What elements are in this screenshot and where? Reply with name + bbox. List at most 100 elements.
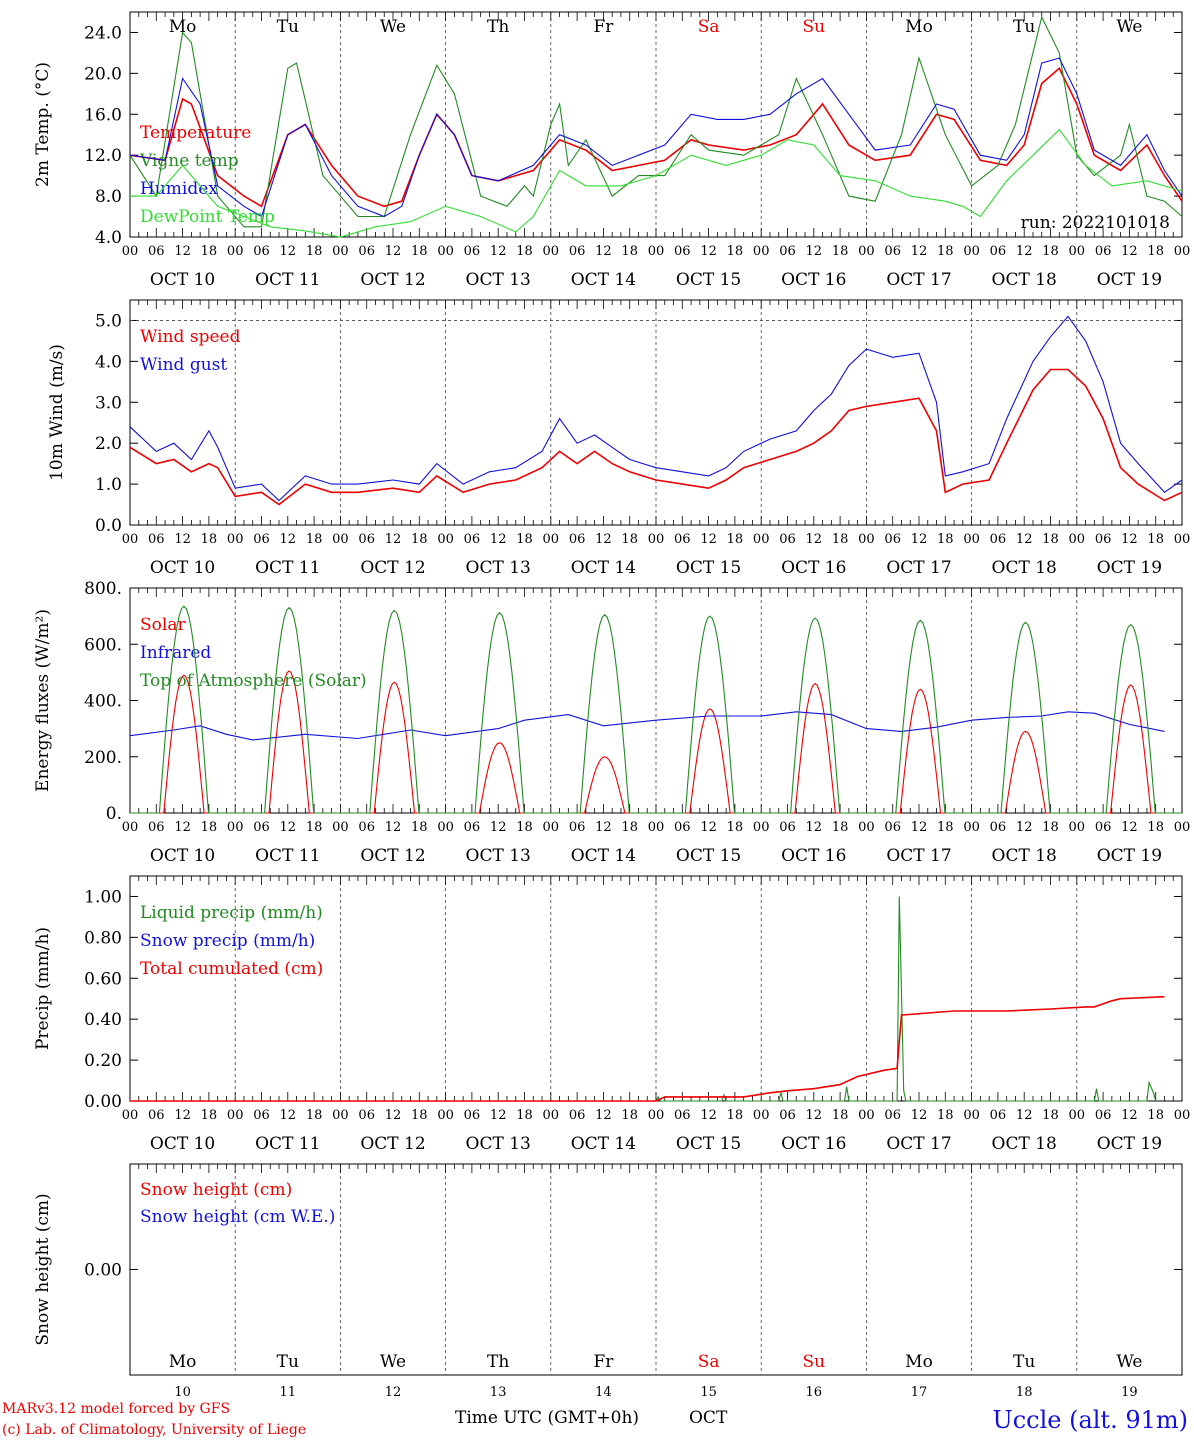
hour-tick-label: 00 [648,1108,665,1123]
hour-tick-label: 06 [990,820,1007,835]
hour-tick-label: 06 [779,244,796,259]
hour-tick-label: 12 [595,532,612,547]
hour-tick-label: 18 [1147,532,1164,547]
day-name-label: We [1116,17,1142,37]
hour-tick-label: 00 [1069,244,1086,259]
run-label: run: 2022101018 [1021,213,1170,233]
date-label: OCT 14 [571,846,636,866]
hour-tick-label: 12 [595,244,612,259]
hour-tick-label: 18 [411,820,428,835]
hour-tick-label: 18 [621,1108,638,1123]
x-axis-month: OCT [689,1408,728,1428]
hour-tick-label: 12 [911,820,928,835]
panel-temperature: 4.0 8.0 12.0 16.0 20.0 24.0 2m Temp. (°C) 00 06 1… [33,11,1190,290]
hour-tick-label: 18 [621,244,638,259]
date-label: OCT 13 [466,270,531,290]
y-tick-label: 0. [106,804,122,824]
y-tick-label: 0.0 [95,516,122,536]
hour-tick-label: 12 [1121,820,1138,835]
hour-tick-label: 06 [464,244,481,259]
hour-tick-label: 06 [358,1108,375,1123]
hour-tick-label: 12 [490,820,507,835]
day-name-label: Mo [169,1352,197,1372]
hour-tick-label: 00 [963,532,980,547]
hour-tick-label: 00 [858,532,875,547]
y-tick-label: 16.0 [84,105,122,125]
hour-tick-label: 18 [201,820,218,835]
hour-tick-label: 00 [437,532,454,547]
y-tick-label: 3.0 [95,393,122,413]
y-tick-label: 1.00 [84,887,122,907]
date-label: OCT 17 [886,270,951,290]
hour-tick-label: 00 [227,1108,244,1123]
hour-tick-label: 12 [280,244,297,259]
hour-tick-label: 06 [358,532,375,547]
hour-tick-label: 12 [595,1108,612,1123]
y-tick-label: 20.0 [84,64,122,84]
date-label: OCT 12 [360,558,425,578]
date-label: OCT 17 [886,558,951,578]
legend-entry: Snow height (cm) [140,1180,292,1200]
hour-tick-label: 12 [595,820,612,835]
hour-tick-label: 12 [700,820,717,835]
y-tick-label: 12.0 [84,146,122,166]
date-label: OCT 18 [992,1134,1057,1154]
hour-tick-label: 06 [990,532,1007,547]
hour-tick-label: 06 [464,820,481,835]
hour-tick-label: 12 [1016,532,1033,547]
hour-tick-label: 06 [779,820,796,835]
hour-tick-label: 00 [753,820,770,835]
date-label: OCT 14 [571,270,636,290]
hour-tick-label: 18 [516,244,533,259]
hour-tick-label: 06 [358,244,375,259]
y-axis-label: Precip (mm/h) [33,927,53,1050]
hour-tick-label: 12 [806,244,823,259]
hour-tick-label: 18 [1042,532,1059,547]
hour-tick-label: 18 [201,1108,218,1123]
y-tick-label: 600. [84,635,122,655]
legend-entry: Wind speed [140,327,241,347]
date-label: OCT 15 [676,270,741,290]
hour-tick-label: 00 [963,244,980,259]
day-name-label: We [1116,1352,1142,1372]
hour-tick-label: 12 [1016,244,1033,259]
hour-tick-label: 18 [1147,244,1164,259]
y-tick-label: 0.60 [84,969,122,989]
hour-tick-label: 00 [332,244,349,259]
day-name-label: We [380,1352,406,1372]
hour-tick-label: 06 [779,1108,796,1123]
date-label: OCT 15 [676,1134,741,1154]
hour-tick-label: 12 [490,1108,507,1123]
hour-tick-label: 00 [648,820,665,835]
model-credit: MARv3.12 model forced by GFS [2,1401,230,1417]
hour-tick-label: 18 [727,1108,744,1123]
hour-tick-label: 00 [753,1108,770,1123]
hour-tick-label: 00 [543,820,560,835]
date-label: OCT 18 [992,846,1057,866]
hour-tick-label: 18 [306,820,323,835]
station-name: Uccle (alt. 91m) [992,1406,1188,1434]
series-line-liquid-precip-mm-h [130,896,1157,1102]
hour-tick-label: 12 [385,820,402,835]
y-tick-label: 800. [84,579,122,599]
hour-tick-label: 12 [700,244,717,259]
legend-entry: Wind gust [140,355,227,375]
hour-tick-label: 00 [332,1108,349,1123]
day-number-label: 12 [385,1385,402,1400]
date-label: OCT 11 [255,1134,320,1154]
hour-tick-label: 18 [201,532,218,547]
hour-tick-label: 06 [358,820,375,835]
day-name-label: Tu [1013,1352,1035,1372]
y-tick-label: 4.0 [95,352,122,372]
hour-tick-label: 00 [963,1108,980,1123]
hour-tick-label: 06 [674,532,691,547]
hour-tick-label: 00 [753,244,770,259]
hour-tick-label: 00 [1174,820,1191,835]
date-label: OCT 19 [1097,1134,1162,1154]
hour-tick-label: 06 [253,244,270,259]
date-label: OCT 16 [781,1134,846,1154]
date-label: OCT 18 [992,558,1057,578]
hour-tick-label: 00 [437,244,454,259]
hour-tick-label: 18 [1147,1108,1164,1123]
